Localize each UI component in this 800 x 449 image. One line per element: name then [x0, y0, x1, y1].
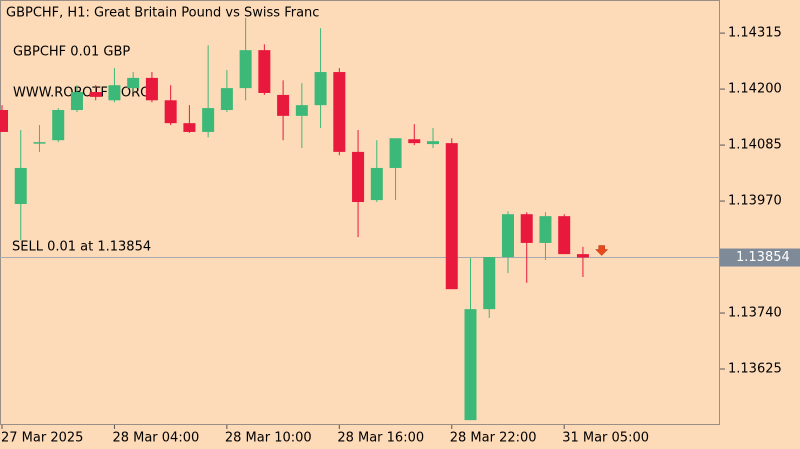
candle-body — [370, 167, 383, 201]
candle-body — [539, 216, 552, 243]
candle-body — [164, 100, 177, 124]
x-tick-label: 28 Mar 10:00 — [225, 431, 312, 446]
candle-body — [520, 214, 533, 243]
candle-body — [501, 214, 514, 258]
x-tick-label: 27 Mar 2025 — [1, 431, 83, 446]
candle-body — [483, 257, 496, 310]
y-tick-label: 1.14315 — [728, 26, 782, 41]
candle-body — [464, 309, 477, 421]
candle-body — [333, 72, 346, 152]
x-tick-label: 28 Mar 04:00 — [112, 431, 199, 446]
plot-frame — [0, 0, 720, 425]
sell-arrow — [595, 245, 609, 256]
x-tick-label: 31 Mar 05:00 — [562, 431, 649, 446]
candle-body — [576, 254, 589, 258]
candle-body — [314, 72, 327, 106]
candle-body — [0, 110, 8, 132]
candle-body — [558, 216, 571, 255]
candle-body — [352, 151, 365, 203]
candle-body — [145, 77, 158, 101]
y-tick-label: 1.14085 — [728, 138, 782, 153]
candle-body — [389, 138, 402, 168]
x-tick-label: 28 Mar 16:00 — [337, 431, 424, 446]
candle-body — [277, 94, 290, 116]
y-tick-label: 1.13625 — [728, 362, 782, 377]
candle-body — [258, 50, 271, 93]
y-tick-label: 1.13970 — [728, 194, 782, 209]
annotation: GBPCHF 0.01 GBP — [13, 45, 130, 60]
chart-title: GBPCHF, H1: Great Britain Pound vs Swiss… — [6, 6, 319, 21]
x-tick-label: 28 Mar 22:00 — [450, 431, 537, 446]
current-price-label: 1.13854 — [736, 250, 790, 265]
y-tick-label: 1.13740 — [728, 306, 782, 321]
annotation: SELL 0.01 at 1.13854 — [12, 240, 151, 255]
candle-body — [89, 92, 102, 97]
candle-body — [127, 77, 140, 89]
candle-body — [33, 142, 46, 144]
candle-body — [220, 88, 233, 111]
candle-body — [70, 92, 83, 111]
candle-body — [202, 108, 215, 132]
candle-body — [445, 143, 458, 290]
current-price-box — [720, 248, 800, 267]
candle-body — [183, 123, 196, 132]
candle-body — [408, 139, 421, 144]
candle-body — [427, 141, 440, 145]
y-tick-label: 1.14200 — [728, 82, 782, 97]
candle-body — [239, 50, 252, 89]
candle-body — [108, 85, 121, 101]
candle-body — [14, 167, 27, 204]
candle-body — [295, 105, 308, 116]
candle-body — [52, 110, 65, 141]
